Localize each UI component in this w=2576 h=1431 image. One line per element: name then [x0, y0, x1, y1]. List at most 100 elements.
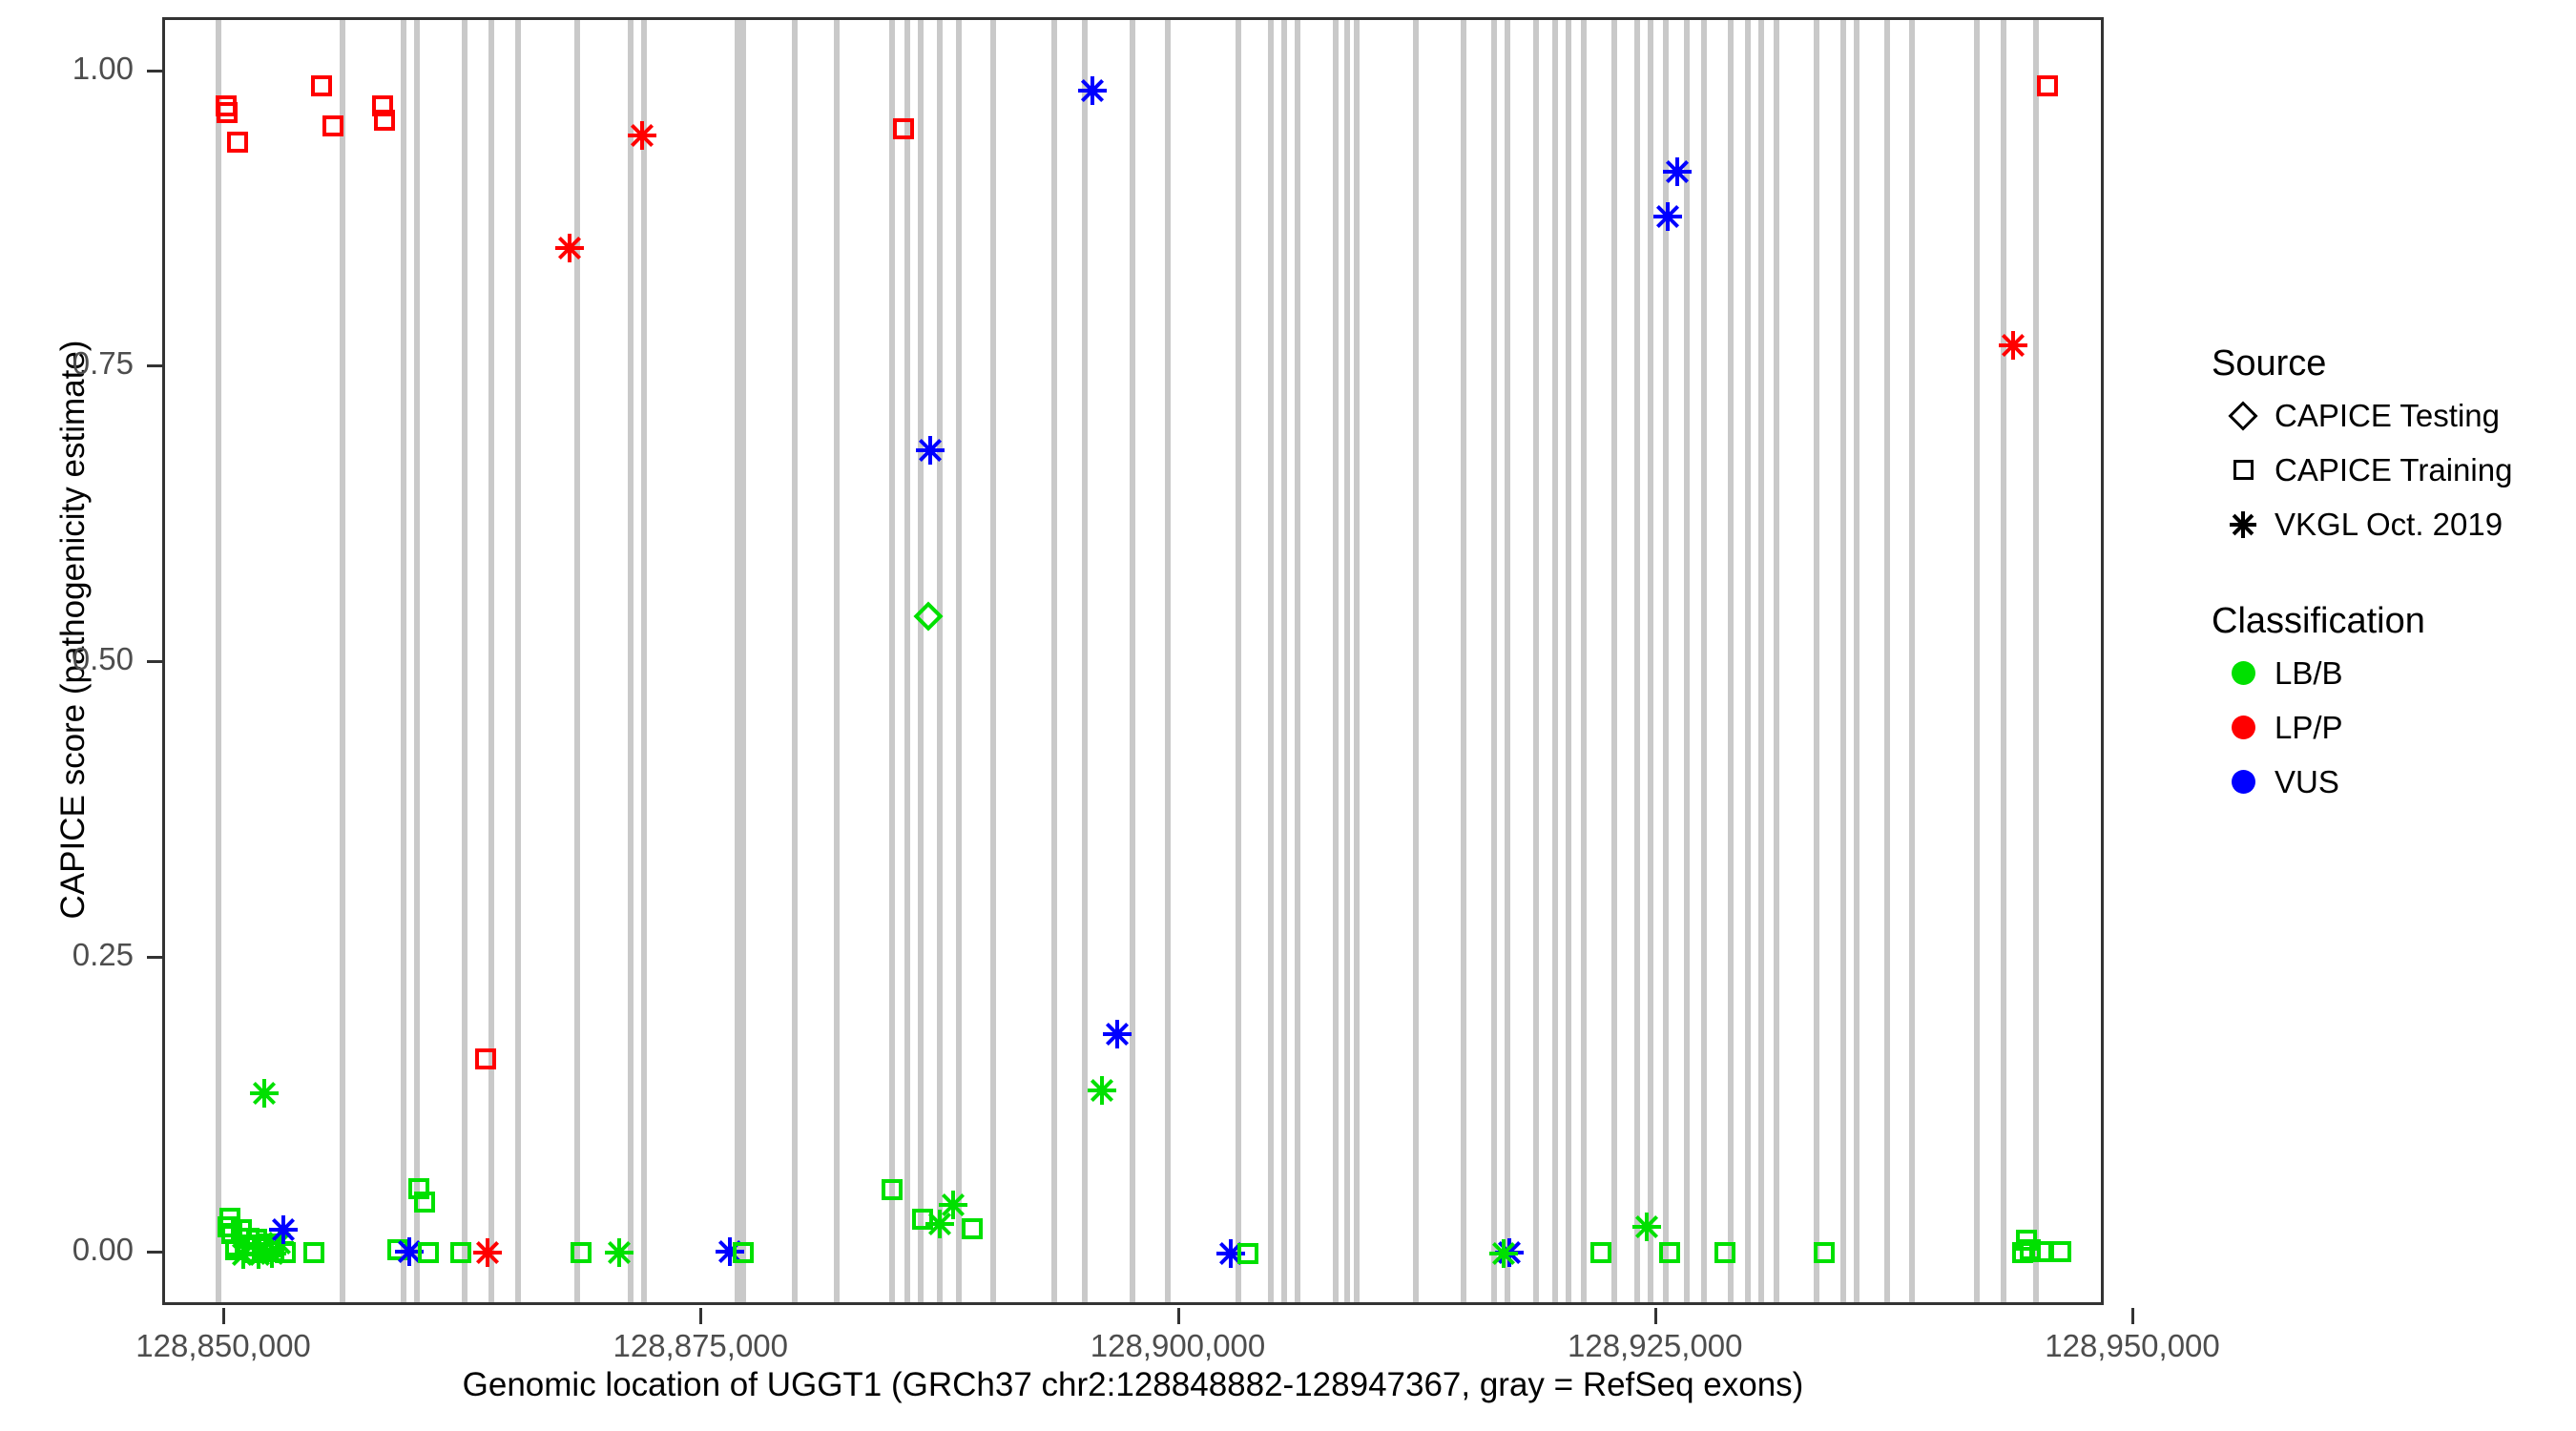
data-point-vkgl — [924, 1209, 955, 1239]
exon-marker-line — [1727, 20, 1734, 1302]
exon-marker-line — [1164, 20, 1171, 1302]
square-icon — [2212, 460, 2275, 480]
exon-marker-line — [1332, 20, 1339, 1302]
y-axis-tick-label: 0.25 — [72, 936, 134, 972]
data-point-capice-training — [912, 1209, 934, 1231]
exon-marker-line — [1460, 20, 1466, 1302]
exon-marker-line — [834, 20, 841, 1302]
exon-marker-line — [1908, 20, 1915, 1302]
data-point-capice-training — [217, 101, 239, 123]
exon-marker-line — [1580, 20, 1587, 1302]
legend-item-label: CAPICE Testing — [2275, 397, 2500, 433]
legend-item-source[interactable]: CAPICE Testing — [2212, 388, 2574, 443]
data-point-capice-training — [311, 75, 333, 97]
asterisk-icon — [2212, 510, 2275, 539]
x-axis-tick — [1653, 1308, 1657, 1324]
y-axis-tick-label: 1.00 — [72, 50, 134, 86]
data-point-capice-training — [1236, 1243, 1258, 1265]
x-axis-tick — [2131, 1308, 2134, 1324]
data-point-capice-training — [2049, 1240, 2071, 1262]
data-point-capice-training — [408, 1177, 430, 1199]
data-point-capice-training — [374, 110, 396, 132]
legend-item-label: VUS — [2275, 763, 2339, 799]
x-axis-tick — [222, 1308, 226, 1324]
exon-marker-line — [1353, 20, 1360, 1302]
exon-marker-line — [1532, 20, 1539, 1302]
x-axis-tick-label: 128,950,000 — [2045, 1328, 2220, 1363]
legend-item-source[interactable]: CAPICE Training — [2212, 443, 2574, 497]
x-axis-tick-label: 128,925,000 — [1568, 1328, 1743, 1363]
exon-marker-line — [1773, 20, 1779, 1302]
y-axis-title: CAPICE score (pathogenicity estimate) — [54, 340, 92, 920]
legend-item-label: LB/B — [2275, 654, 2343, 691]
exon-marker-line — [1633, 20, 1640, 1302]
data-point-capice-training — [227, 131, 249, 153]
legend-title-source: Source — [2212, 343, 2327, 384]
exon-marker-line — [1051, 20, 1058, 1302]
exon-marker-line — [628, 20, 634, 1302]
exon-marker-line — [1883, 20, 1890, 1302]
x-axis-tick-label: 128,875,000 — [613, 1328, 789, 1363]
data-point-vkgl — [554, 233, 585, 263]
legend-item-label: LP/P — [2275, 709, 2343, 745]
data-point-vkgl — [268, 1214, 299, 1245]
data-point-capice-training — [1589, 1241, 1611, 1263]
exon-marker-line — [641, 20, 648, 1302]
exon-marker-line — [1082, 20, 1089, 1302]
color-dot-icon — [2212, 716, 2275, 739]
exon-marker-line — [1504, 20, 1510, 1302]
exon-marker-line — [401, 20, 407, 1302]
y-axis-tick-label: 0.75 — [72, 345, 134, 382]
data-point-vkgl — [1662, 156, 1693, 187]
exon-marker-line — [740, 20, 747, 1302]
exon-marker-line — [956, 20, 963, 1302]
data-point-capice-training — [1714, 1241, 1735, 1263]
exon-marker-line — [488, 20, 495, 1302]
exon-marker-line — [1647, 20, 1653, 1302]
y-axis-tick — [147, 364, 162, 368]
x-axis-tick-label: 128,850,000 — [135, 1328, 311, 1363]
exon-marker-line — [1813, 20, 1819, 1302]
exon-marker-line — [1130, 20, 1136, 1302]
x-axis-tick — [1176, 1308, 1180, 1324]
exon-marker-line — [1700, 20, 1707, 1302]
legend-item-source[interactable]: VKGL Oct. 2019 — [2212, 497, 2574, 551]
exon-marker-line — [1490, 20, 1497, 1302]
legend-spacer — [2212, 551, 2574, 601]
data-point-capice-training — [893, 117, 915, 139]
exon-marker-line — [1853, 20, 1859, 1302]
legend-item-classification[interactable]: LB/B — [2212, 646, 2574, 700]
color-dot-icon — [2212, 770, 2275, 794]
legend-item-classification[interactable]: LP/P — [2212, 700, 2574, 755]
plot-area — [165, 20, 2101, 1302]
exon-marker-line — [414, 20, 421, 1302]
data-point-capice-training — [962, 1218, 984, 1240]
data-point-vkgl — [1102, 1019, 1132, 1049]
y-axis-tick-label: 0.50 — [72, 641, 134, 676]
data-point-capice-training — [2036, 75, 2058, 97]
legend-item-label: CAPICE Training — [2275, 451, 2513, 487]
legend-title-classification: Classification — [2212, 601, 2425, 641]
exon-marker-line — [2000, 20, 2006, 1302]
exon-marker-line — [735, 20, 741, 1302]
color-dot-icon — [2212, 661, 2275, 685]
exon-marker-line — [515, 20, 522, 1302]
exon-marker-line — [1343, 20, 1350, 1302]
data-point-capice-training — [303, 1241, 325, 1263]
data-point-capice-training — [450, 1241, 472, 1263]
legend-item-classification[interactable]: VUS — [2212, 755, 2574, 809]
exon-marker-line — [1662, 20, 1669, 1302]
data-point-capice-training — [322, 115, 344, 137]
data-point-capice-training — [414, 1191, 436, 1213]
x-axis-tick — [699, 1308, 703, 1324]
exon-marker-line — [1757, 20, 1764, 1302]
data-point-vkgl — [394, 1236, 425, 1267]
exon-marker-line — [1683, 20, 1690, 1302]
y-axis-tick — [147, 69, 162, 73]
data-point-capice-training — [882, 1179, 904, 1201]
exon-marker-line — [216, 20, 222, 1302]
plot-panel — [162, 17, 2104, 1305]
exon-marker-line — [918, 20, 924, 1302]
exon-marker-line — [1412, 20, 1419, 1302]
legend-group-classification: LB/B LP/P VUS — [2212, 646, 2574, 809]
